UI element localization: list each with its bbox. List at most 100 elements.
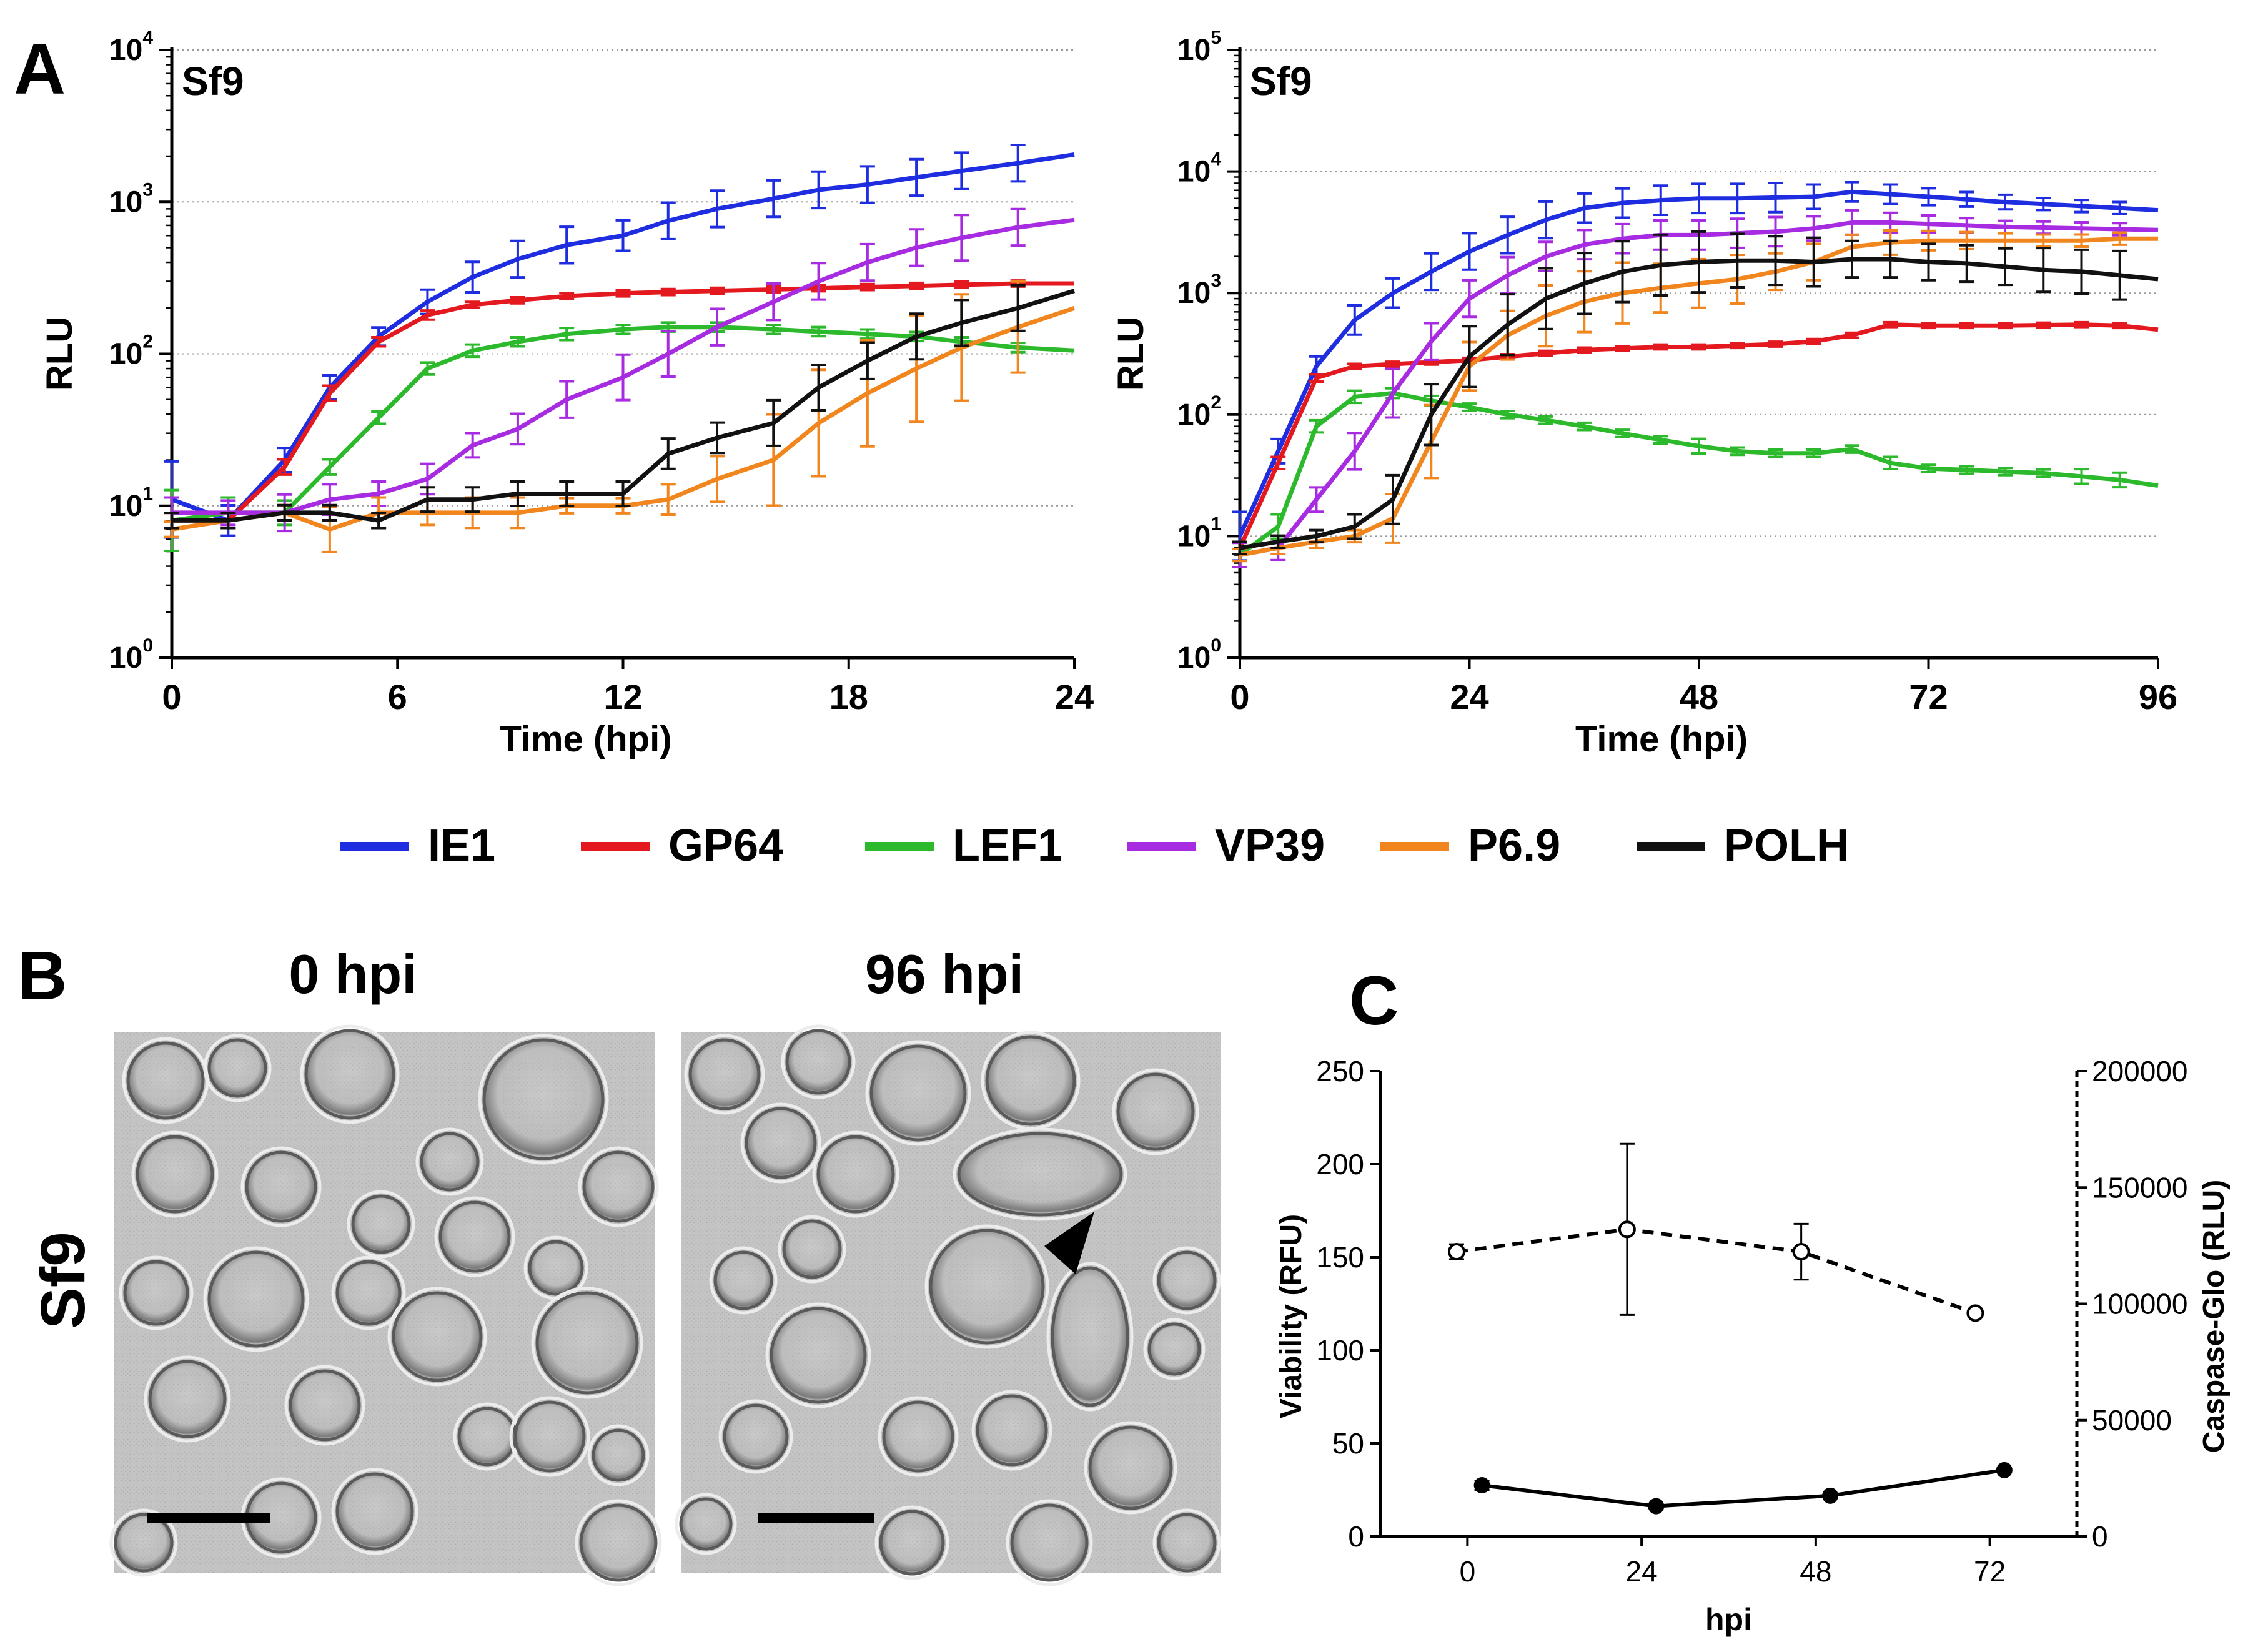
cell-texture bbox=[988, 1406, 1036, 1455]
cell-halo bbox=[131, 1130, 219, 1218]
x-tick-label: 0 bbox=[1230, 677, 1249, 716]
series-gp64 bbox=[164, 279, 1074, 530]
series-polh bbox=[164, 284, 1076, 530]
cell bbox=[523, 1235, 588, 1300]
x-tick-label: 12 bbox=[603, 677, 642, 716]
cell-halo bbox=[578, 1146, 659, 1227]
data-point-filled bbox=[1822, 1487, 1839, 1504]
cell bbox=[347, 1190, 415, 1259]
cell-halo bbox=[203, 1246, 309, 1352]
panel-b-cell-line: Sf9 bbox=[28, 1232, 98, 1329]
x-tick-label: 24 bbox=[1450, 677, 1488, 716]
cell-halo bbox=[874, 1505, 949, 1580]
data-point-filled bbox=[1473, 1477, 1490, 1494]
cell bbox=[1084, 1421, 1177, 1515]
cell bbox=[478, 1034, 609, 1165]
x-tick-label: 0 bbox=[162, 677, 181, 716]
cell bbox=[874, 1505, 949, 1580]
data-point-open bbox=[1792, 1243, 1810, 1261]
series-line bbox=[172, 281, 1074, 523]
series-polh bbox=[1232, 230, 2159, 555]
cell-texture bbox=[894, 1412, 943, 1461]
cell-texture bbox=[525, 1412, 574, 1461]
cell-halo bbox=[709, 1246, 778, 1315]
cell bbox=[587, 1424, 650, 1486]
legend-item-polh: POLH bbox=[1637, 821, 1849, 871]
x-axis-label: Time (hpi) bbox=[1575, 719, 1748, 759]
series-viability bbox=[1447, 1142, 1984, 1322]
cell-halo bbox=[781, 1024, 856, 1099]
x-tick-label: 24 bbox=[1626, 1555, 1658, 1588]
legend-label: POLH bbox=[1724, 821, 1849, 871]
cell-texture bbox=[700, 1050, 749, 1099]
cell-texture bbox=[756, 1119, 805, 1167]
cell bbox=[981, 1031, 1081, 1130]
cell bbox=[122, 1037, 209, 1124]
cell-halo bbox=[144, 1355, 231, 1443]
cell-texture bbox=[134, 1271, 178, 1315]
y-tick-label: 104 bbox=[109, 27, 153, 67]
cell bbox=[1006, 1499, 1093, 1586]
y-tick-label-left: 100 bbox=[1316, 1334, 1364, 1367]
cells-96hpi bbox=[675, 1024, 1221, 1586]
legend-item-gp64: GP64 bbox=[581, 821, 783, 871]
y-tick-exponent: 3 bbox=[142, 179, 153, 200]
cell bbox=[971, 1390, 1052, 1471]
cell-texture bbox=[723, 1260, 763, 1300]
y-tick-label: 102 bbox=[1177, 392, 1221, 432]
cell-halo bbox=[300, 1024, 400, 1124]
x-tick-label: 72 bbox=[1909, 677, 1948, 716]
legend-label: IE1 bbox=[428, 821, 495, 871]
legend-item-ie1: IE1 bbox=[340, 821, 495, 871]
y-tick-label: 100 bbox=[109, 635, 153, 675]
cell-texture bbox=[792, 1229, 832, 1269]
series-line bbox=[1237, 189, 2159, 537]
cell-halo bbox=[119, 1255, 194, 1330]
cell-halo bbox=[1143, 1318, 1206, 1380]
data-point-open bbox=[1618, 1220, 1636, 1239]
cell-halo bbox=[684, 1034, 765, 1115]
cell-texture bbox=[594, 1162, 643, 1211]
series-line bbox=[1456, 1227, 1976, 1315]
y-tick-exponent: 1 bbox=[142, 483, 153, 504]
cell bbox=[531, 1287, 643, 1399]
cell-texture bbox=[223, 1266, 289, 1332]
y-axis-label-right: Caspase-Glo (RLU) bbox=[2197, 1180, 2231, 1453]
y-tick-exponent: 4 bbox=[142, 27, 153, 48]
micrograph-0hpi bbox=[109, 1024, 662, 1586]
cell bbox=[300, 1024, 400, 1124]
y-tick-exponent: 5 bbox=[1211, 27, 1221, 48]
y-tick-label: 103 bbox=[1177, 270, 1221, 310]
cell bbox=[953, 1127, 1127, 1221]
cell bbox=[778, 1215, 846, 1284]
cell-texture bbox=[161, 1373, 214, 1425]
cell-texture bbox=[890, 1521, 934, 1565]
chart-title: Sf9 bbox=[182, 59, 244, 104]
cell bbox=[240, 1146, 322, 1227]
y-tick-label-left: 200 bbox=[1316, 1148, 1364, 1180]
cell-halo bbox=[203, 1034, 272, 1102]
legend-item-lef1: LEF1 bbox=[865, 821, 1062, 871]
x-tick-label: 18 bbox=[829, 677, 868, 716]
y-tick-label-right: 200000 bbox=[2092, 1055, 2188, 1087]
cell bbox=[765, 1302, 871, 1408]
cell-texture bbox=[601, 1438, 636, 1473]
y-tick-label-right: 150000 bbox=[2092, 1171, 2188, 1204]
cell-texture bbox=[1102, 1439, 1159, 1496]
x-tick-label: 48 bbox=[1680, 677, 1718, 716]
cell-texture bbox=[430, 1142, 470, 1182]
cell-halo bbox=[971, 1390, 1052, 1471]
series-line bbox=[172, 217, 1075, 515]
cell-halo bbox=[1152, 1508, 1221, 1577]
y-tick-label: 101 bbox=[109, 483, 153, 523]
x-tick-label: 24 bbox=[1055, 677, 1094, 716]
legend-label: LEF1 bbox=[953, 821, 1062, 871]
scale-bar-96hpi bbox=[758, 1513, 874, 1523]
cell bbox=[387, 1287, 487, 1387]
legend-swatch bbox=[1380, 842, 1449, 851]
cell-halo bbox=[675, 1493, 737, 1555]
legend-item-p69: P6.9 bbox=[1380, 821, 1560, 871]
cell-halo bbox=[531, 1287, 643, 1399]
chart-c: 0 50 100 150 200 250 0 50000 100000 150000 200000 0… bbox=[1275, 1055, 2231, 1637]
cell bbox=[415, 1127, 484, 1196]
